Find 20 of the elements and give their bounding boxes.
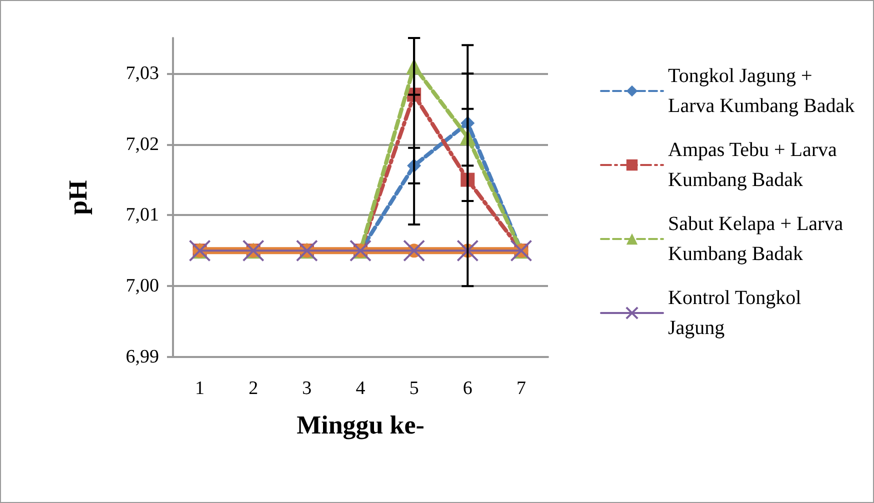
y-tick-label: 7,00	[126, 276, 159, 297]
point	[456, 240, 479, 262]
y-axis-title: pH	[64, 180, 92, 215]
legend-label: Tongkol Jagung + Larva Kumbang Badak	[668, 65, 855, 117]
legend-label: Ampas Tebu + Larva Kumbang Badak	[668, 139, 842, 191]
x-tick-label: 6	[462, 378, 472, 399]
y-tick-label: 7,03	[126, 62, 159, 84]
x-tick-label: 1	[195, 378, 205, 399]
x-tick-label: 4	[356, 378, 366, 399]
legend-label: Sabut Kelapa + Larva Kumbang Badak	[668, 213, 848, 265]
y-tick-label: 7,02	[126, 134, 159, 155]
x-tick-label: 5	[409, 378, 419, 399]
y-tick-label: 7,01	[126, 204, 159, 226]
point	[403, 240, 426, 262]
x-tick-label: 7	[516, 378, 526, 399]
x-tick-label: 3	[302, 378, 312, 399]
y-tick-label: 6,99	[126, 346, 159, 368]
x-axis-title: Minggu ke-	[296, 410, 424, 440]
x-tick-label: 2	[248, 378, 258, 399]
legend-label: Kontrol Tongkol Jagung	[668, 287, 806, 339]
